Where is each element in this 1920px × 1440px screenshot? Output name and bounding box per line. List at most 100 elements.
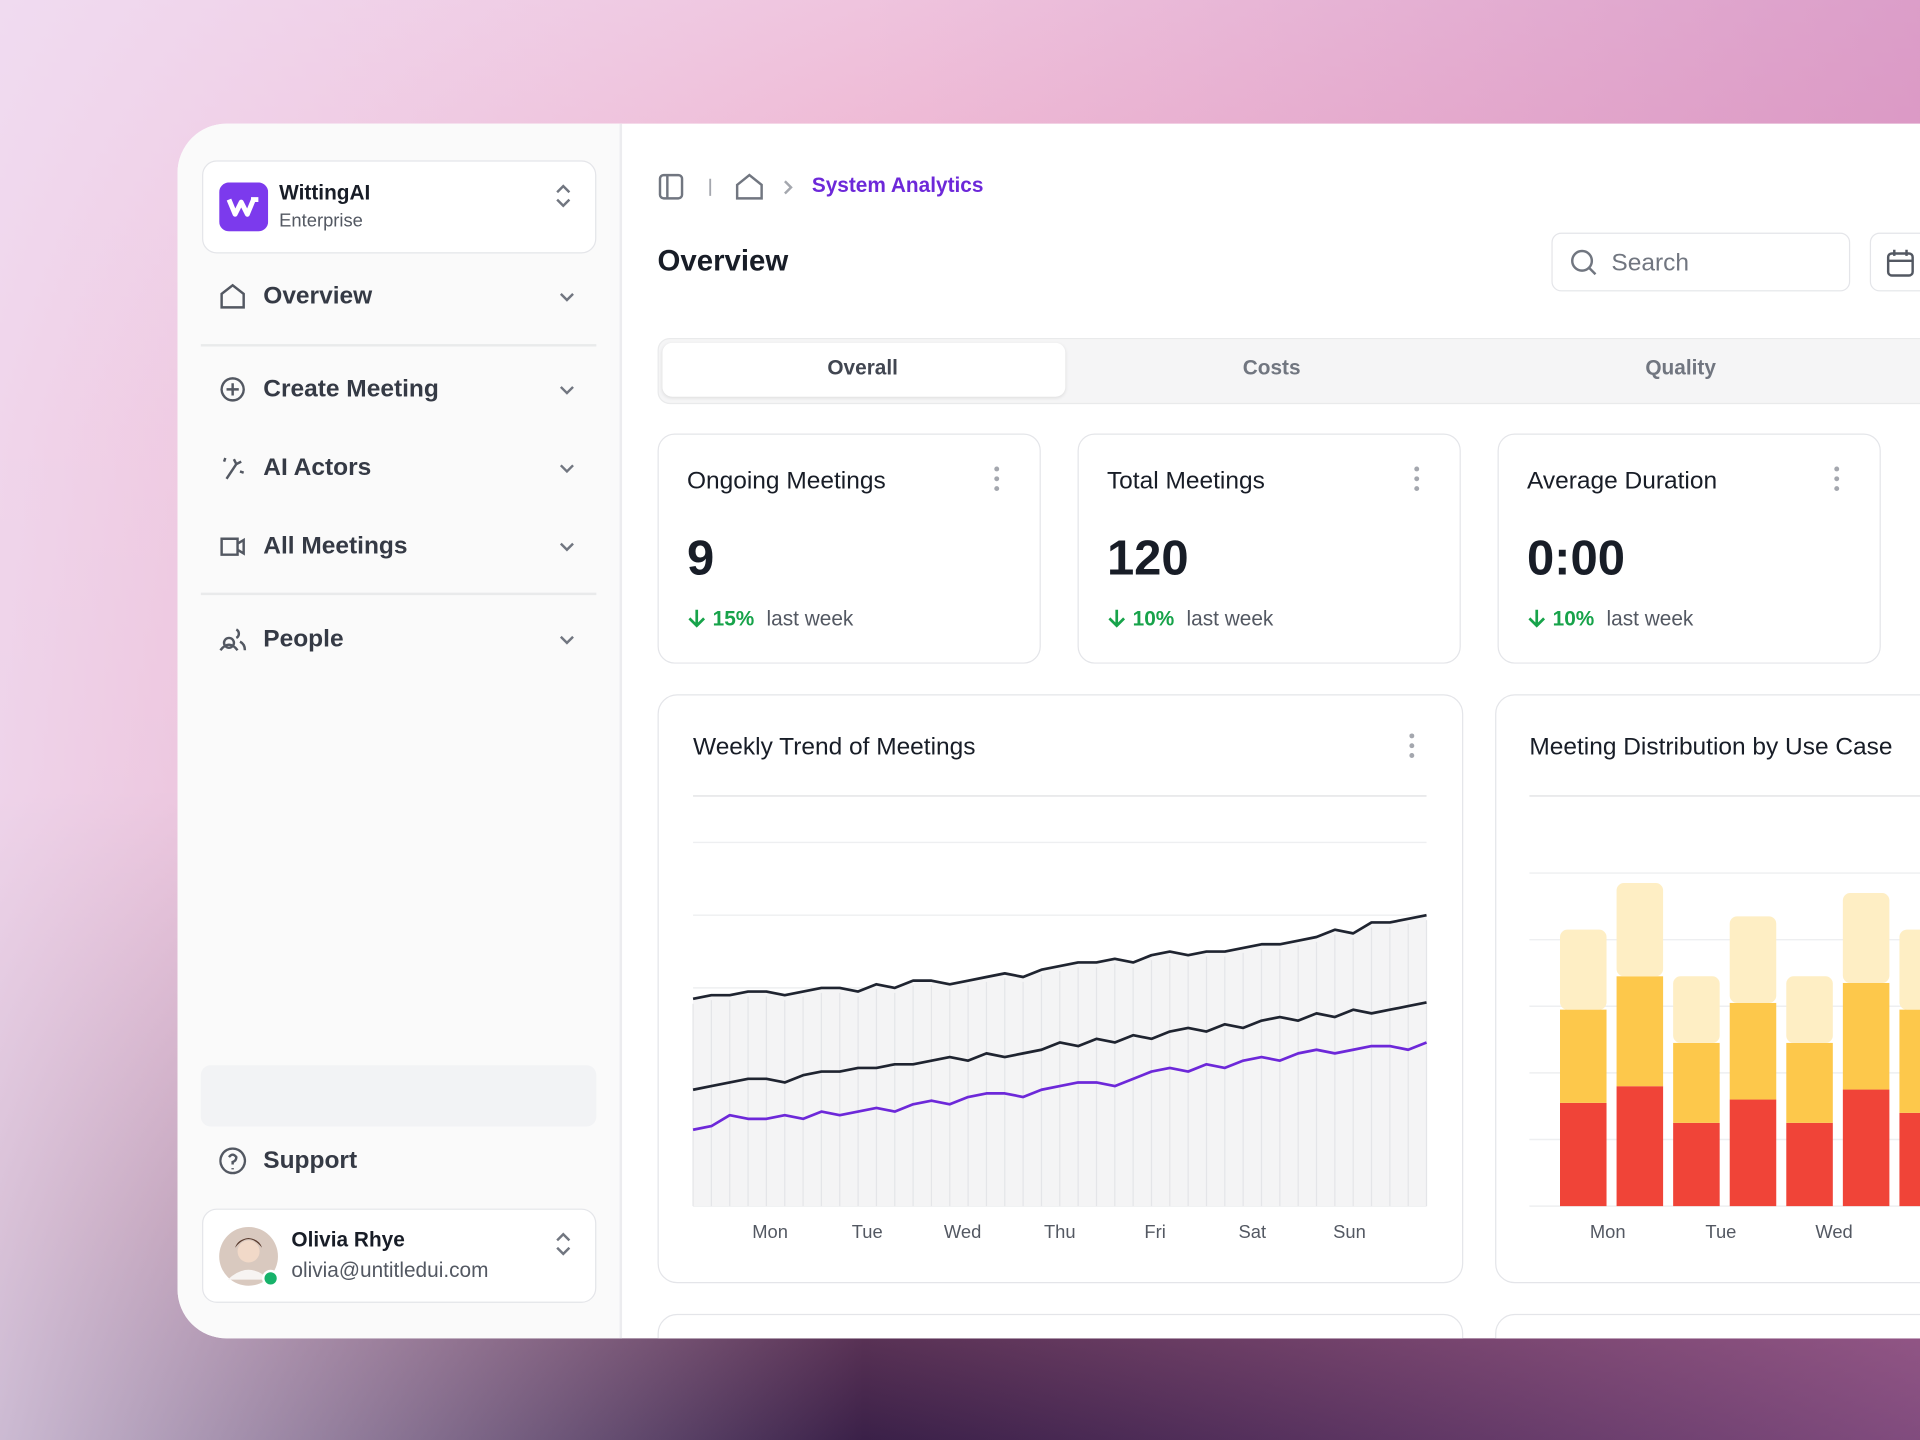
chevron-path <box>559 635 574 645</box>
dot <box>1834 486 1840 492</box>
nav-item[interactable]: AI Actors <box>219 454 586 486</box>
tab[interactable]: Overall <box>827 356 898 380</box>
stat-period: last week <box>766 607 854 631</box>
stat-change: 10% <box>1552 607 1595 631</box>
icon <box>220 537 245 556</box>
dot <box>1414 486 1420 492</box>
chevron-path <box>559 386 574 395</box>
chevron <box>559 542 574 552</box>
dot <box>994 486 1000 492</box>
icon <box>219 1147 247 1175</box>
dot <box>1834 466 1840 472</box>
chart-card <box>1495 694 1920 1284</box>
chevron <box>559 293 574 302</box>
stat-card: Total Meetings 120 10% last week <box>1077 433 1461 664</box>
sidebar: WittingAI Enterprise Overview Create Meet… <box>177 123 623 1339</box>
nav-label: Support <box>263 1147 358 1175</box>
down-arrow <box>1528 609 1546 628</box>
dot <box>994 476 1000 482</box>
stat-card: Ongoing Meetings 9 15% last week <box>657 433 1041 664</box>
page-title: Overview <box>657 244 789 278</box>
chart-card <box>657 694 1464 1284</box>
search-icon <box>1571 249 1597 276</box>
divider <box>200 592 597 596</box>
arrow-path <box>688 609 706 628</box>
tab[interactable]: Costs <box>1242 356 1301 380</box>
chart-card <box>657 1313 1464 1339</box>
icon <box>220 283 245 309</box>
nav-icon <box>219 1147 247 1175</box>
dot <box>994 466 1000 472</box>
nav-label: Overview <box>263 282 373 310</box>
nav-label: Create Meeting <box>263 375 439 403</box>
date-button[interactable] <box>1869 232 1920 292</box>
down-arrow <box>688 609 706 628</box>
nav-item[interactable]: Support <box>219 1147 586 1179</box>
user-card[interactable]: Olivia Rhye olivia@untitledui.com <box>202 1208 597 1303</box>
divider <box>200 344 597 347</box>
updown-icon <box>556 1232 571 1256</box>
chevron-path <box>559 293 574 302</box>
menu-icon[interactable] <box>989 464 1004 493</box>
nav-label: All Meetings <box>263 532 408 560</box>
nav-label: People <box>263 625 344 653</box>
icon <box>219 628 247 651</box>
calendar-icon <box>1886 249 1914 277</box>
stat-label: Ongoing Meetings <box>686 467 886 495</box>
app-window: WittingAI Enterprise Overview Create Meet… <box>177 123 1920 1339</box>
breadcrumb-icons <box>658 173 793 200</box>
menu-icon[interactable] <box>1829 464 1844 493</box>
nav-item[interactable]: People <box>219 626 586 658</box>
chevron-path <box>559 464 574 474</box>
stat-period: last week <box>1606 607 1694 631</box>
nav-label: AI Actors <box>263 454 372 482</box>
arrow-path <box>1108 609 1126 628</box>
workspace-plan: Enterprise <box>279 210 363 232</box>
nav-item[interactable]: Create Meeting <box>219 376 586 408</box>
menu-icon[interactable] <box>1409 464 1424 493</box>
stat-label: Total Meetings <box>1106 467 1265 495</box>
stat-period: last week <box>1186 607 1274 631</box>
stat-change: 10% <box>1132 607 1175 631</box>
nav-icon <box>220 537 245 556</box>
nav-icon <box>222 457 245 480</box>
search-box[interactable]: Search <box>1551 232 1851 292</box>
icon <box>222 457 245 480</box>
workspace-name: WittingAI <box>279 181 371 205</box>
active-tab <box>662 342 1066 397</box>
nav-item[interactable]: Overview <box>219 283 586 315</box>
stat-card: Average Duration 0:00 10% last week <box>1497 433 1881 664</box>
active-item-bg <box>200 1065 597 1127</box>
stat-value: 9 <box>686 531 715 586</box>
arrow-path <box>1528 609 1546 628</box>
stat-value: 0:00 <box>1526 531 1625 586</box>
chevron <box>559 635 574 645</box>
workspace-switcher[interactable]: WittingAI Enterprise <box>202 160 597 254</box>
chevron <box>559 386 574 395</box>
chart-card <box>1495 1313 1920 1339</box>
icon <box>220 377 245 402</box>
user-email: olivia@untitledui.com <box>291 1258 489 1283</box>
nav-item[interactable]: All Meetings <box>219 533 586 565</box>
logo <box>219 182 269 232</box>
user-name: Olivia Rhye <box>291 1228 405 1252</box>
breadcrumb-current[interactable]: System Analytics <box>811 173 984 198</box>
avatar <box>219 1226 280 1287</box>
stat-value: 120 <box>1106 531 1189 586</box>
nav-icon <box>220 377 245 402</box>
dot <box>1414 476 1420 482</box>
stat-label: Average Duration <box>1526 467 1718 495</box>
down-arrow <box>1108 609 1126 628</box>
nav-icon <box>219 628 247 651</box>
chevron-path <box>559 542 574 552</box>
updown-icon <box>556 184 571 208</box>
dot <box>1414 466 1420 472</box>
tab[interactable]: Quality <box>1645 356 1716 380</box>
search-placeholder: Search <box>1611 249 1690 277</box>
menu-icon[interactable] <box>1404 731 1419 760</box>
dot <box>1834 476 1840 482</box>
tab-bar <box>657 337 1920 405</box>
chevron <box>559 464 574 474</box>
stat-change: 15% <box>712 607 755 631</box>
